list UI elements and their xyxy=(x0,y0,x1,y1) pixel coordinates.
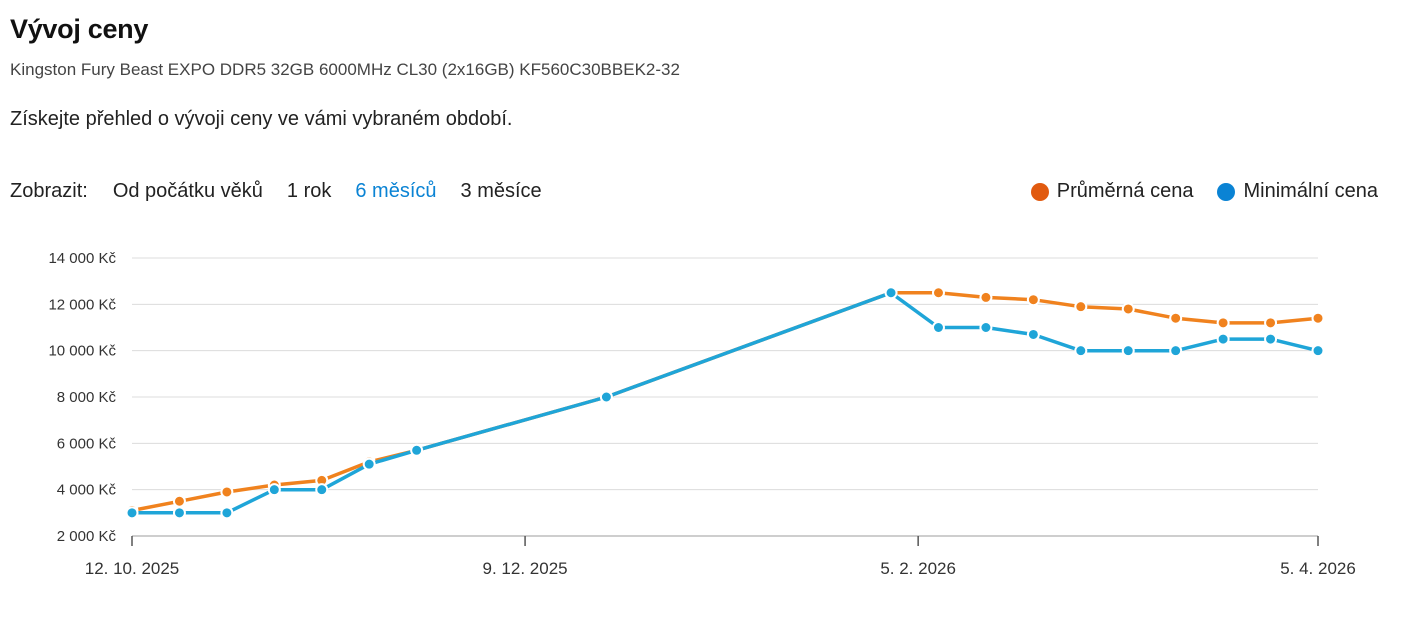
data-point[interactable] xyxy=(979,290,993,304)
page-title: Vývoj ceny xyxy=(10,14,149,44)
data-point[interactable] xyxy=(884,286,898,300)
price-history-chart: 2 000 Kč 4 000 Kč 6 000 Kč 8 000 Kč 10 000 K… xyxy=(48,250,1356,578)
legend-label: Průměrná cena xyxy=(1056,180,1194,202)
x-axis: 12. 10. 2025 9. 12. 2025 5. 2. 2026 5. 4. 2… xyxy=(85,535,1356,578)
legend-label: Minimální cena xyxy=(1243,180,1378,202)
data-point[interactable] xyxy=(1074,344,1088,358)
series-minimum-price xyxy=(125,286,1325,520)
legend-dot-icon xyxy=(1217,182,1236,201)
y-tick-label: 12 000 Kč xyxy=(48,296,116,313)
x-tick-label: 9. 12. 2025 xyxy=(483,559,568,578)
data-point[interactable] xyxy=(362,457,376,471)
y-tick-label: 2 000 Kč xyxy=(57,528,117,545)
period-option-6-months[interactable]: 6 měsíců xyxy=(355,180,437,202)
data-point[interactable] xyxy=(410,443,424,457)
legend-item-minimum-price[interactable]: Minimální cena xyxy=(1217,180,1378,203)
data-point[interactable] xyxy=(1264,316,1278,330)
product-name: Kingston Fury Beast EXPO DDR5 32GB 6000M… xyxy=(10,60,680,79)
data-point[interactable] xyxy=(979,321,993,334)
data-point[interactable] xyxy=(1121,302,1135,316)
y-tick-label: 10 000 Kč xyxy=(48,343,116,360)
y-axis: 2 000 Kč 4 000 Kč 6 000 Kč 8 000 Kč 10 000 K… xyxy=(48,250,116,545)
data-point[interactable] xyxy=(1026,293,1040,307)
data-point[interactable] xyxy=(1169,344,1183,358)
data-point[interactable] xyxy=(1311,344,1325,358)
description-text: Získejte přehled o vývoji ceny ve vámi v… xyxy=(10,108,513,130)
period-option-1-year[interactable]: 1 rok xyxy=(286,180,332,202)
data-point[interactable] xyxy=(1216,332,1230,346)
data-point[interactable] xyxy=(1121,344,1135,358)
data-point[interactable] xyxy=(267,483,281,497)
data-point[interactable] xyxy=(1264,332,1278,346)
y-tick-label: 6 000 Kč xyxy=(57,435,117,452)
x-tick-label: 5. 4. 2026 xyxy=(1280,559,1356,578)
data-point[interactable] xyxy=(172,494,186,508)
data-point[interactable] xyxy=(315,483,329,497)
series-average-price xyxy=(125,286,1325,518)
data-point[interactable] xyxy=(172,506,186,520)
legend-dot-icon xyxy=(1030,182,1049,201)
data-point[interactable] xyxy=(1216,316,1230,330)
data-point[interactable] xyxy=(1074,300,1088,314)
chart-legend: Průměrná cena Minimální cena xyxy=(1007,180,1378,203)
y-tick-label: 4 000 Kč xyxy=(57,482,117,499)
data-point[interactable] xyxy=(125,506,139,520)
period-filter: Zobrazit: Od počátku věků 1 rok 6 měsíců… xyxy=(10,180,566,203)
period-filter-label: Zobrazit: xyxy=(10,180,88,202)
legend-item-average-price[interactable]: Průměrná cena xyxy=(1030,180,1194,203)
series-line xyxy=(131,291,1319,513)
data-point[interactable] xyxy=(220,485,234,499)
period-option-all-time[interactable]: Od počátku věků xyxy=(112,180,263,202)
data-point[interactable] xyxy=(931,286,945,300)
y-tick-label: 8 000 Kč xyxy=(57,389,117,406)
data-point[interactable] xyxy=(931,321,945,334)
chart-gridlines xyxy=(132,257,1318,537)
y-tick-label: 14 000 Kč xyxy=(48,250,116,267)
data-point[interactable] xyxy=(1311,311,1325,325)
period-option-3-months[interactable]: 3 měsíce xyxy=(460,180,542,202)
data-point[interactable] xyxy=(1169,311,1183,325)
data-point[interactable] xyxy=(599,390,613,404)
x-tick-label: 12. 10. 2025 xyxy=(85,559,180,578)
x-tick-label: 5. 2. 2026 xyxy=(880,559,956,578)
series-line xyxy=(132,291,1319,515)
data-point[interactable] xyxy=(1026,327,1040,341)
data-point[interactable] xyxy=(220,506,234,520)
chart-series xyxy=(125,286,1325,520)
